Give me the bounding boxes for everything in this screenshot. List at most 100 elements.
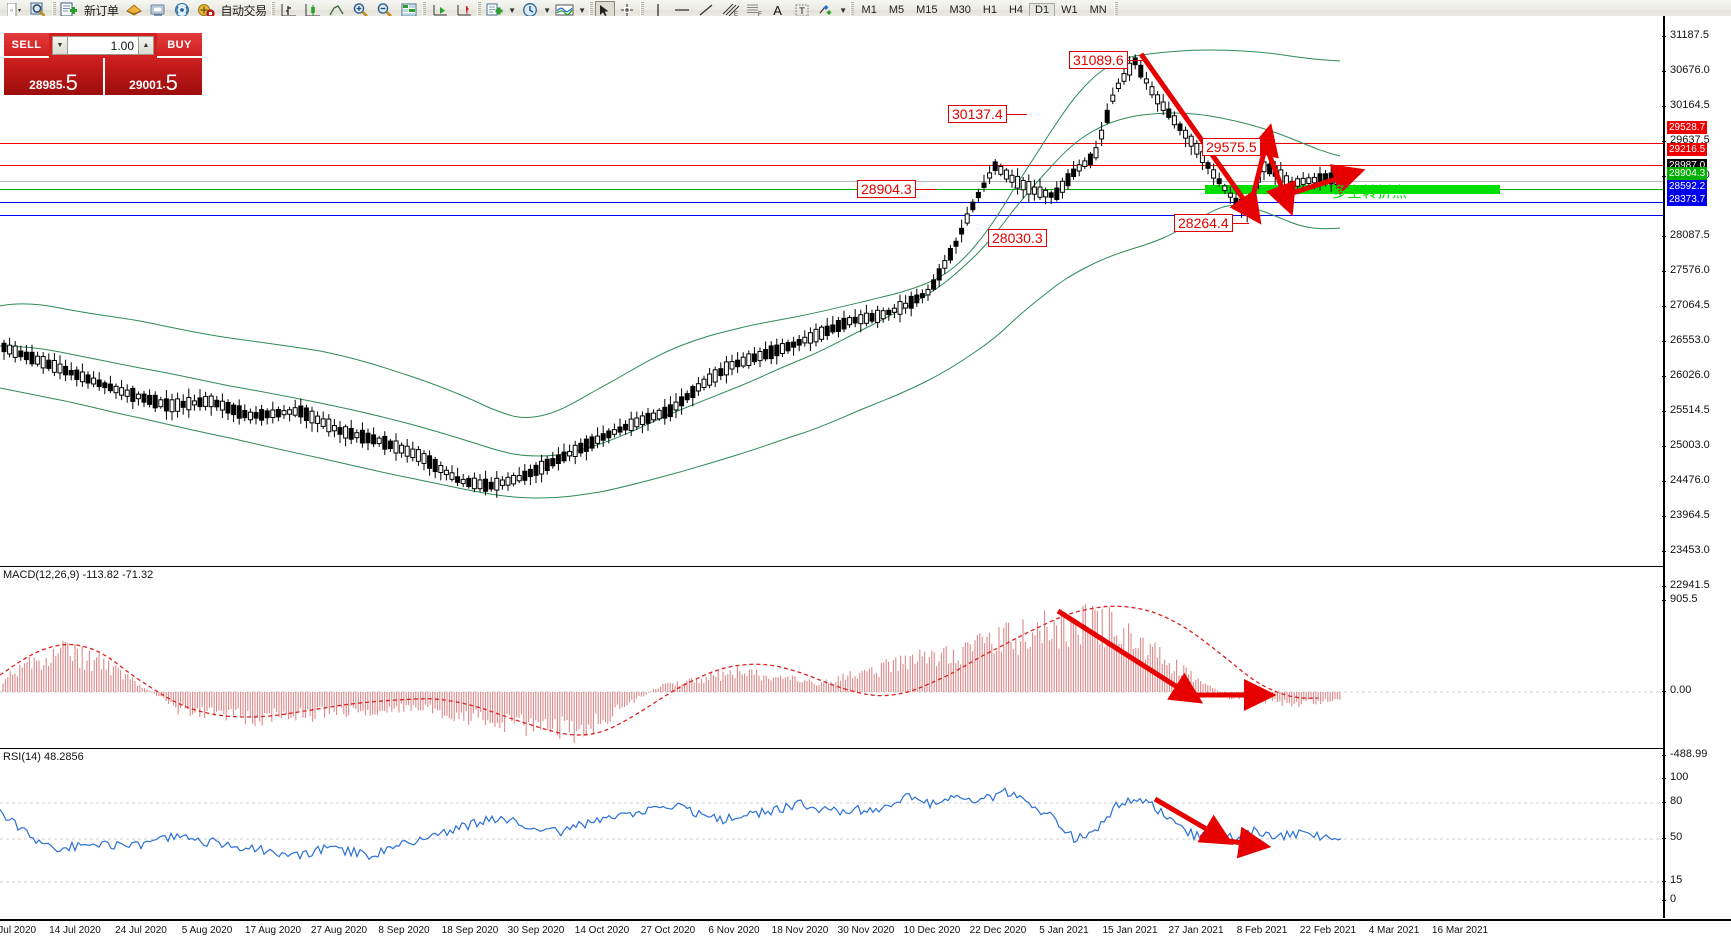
price-level-label[interactable]: 29216.5 [1667, 143, 1708, 156]
price-annotation-29575[interactable]: 29575.5 [1202, 138, 1261, 156]
date-axis-tick: 5 Jan 2021 [1039, 925, 1089, 936]
rsi-trend-arrow [1153, 796, 1272, 859]
volume-increment-icon[interactable]: ▲ [138, 36, 154, 55]
price-chart-pane[interactable]: 31089.6 30137.4 29575.5 28904.3 28030.3 … [0, 16, 1663, 546]
date-axis-tick: 27 Aug 2020 [310, 925, 368, 936]
trend-arrow-annotations [1138, 52, 1366, 225]
new-order-label[interactable]: 新订单 [84, 3, 119, 18]
buy-button[interactable]: BUY [157, 33, 202, 58]
price-annotation-28264[interactable]: 28264.4 [1174, 214, 1233, 232]
objects-caret-icon[interactable]: ▼ [839, 5, 847, 15]
data-window-icon[interactable] [397, 1, 421, 20]
date-axis-tick: 14 Oct 2020 [574, 925, 630, 936]
resistance-line-29528 [0, 143, 1663, 144]
indicators-caret-icon[interactable]: ▼ [508, 5, 516, 15]
buy-price-last-digit: 5 [165, 70, 178, 96]
one-click-trading-panel[interactable]: SELL ▼ 1.00 ▲ BUY 28985 . 5 29001 . 5 [4, 33, 202, 95]
tab-timeframe-m30[interactable]: M30 [949, 4, 971, 16]
signal-icon[interactable] [170, 1, 194, 20]
fibonacci-icon[interactable]: F [742, 1, 766, 20]
price-axis[interactable]: 31187.530676.030164.529637.529143.028087… [1662, 16, 1731, 918]
price-level-label[interactable]: 28373.7 [1667, 193, 1708, 206]
autotrading-label[interactable]: 自动交易 [220, 3, 268, 18]
date-axis-tick: 2 Jul 2020 [0, 925, 37, 936]
tab-timeframe-m5[interactable]: M5 [888, 4, 905, 16]
chart-shift-icon[interactable] [452, 1, 476, 20]
templates-icon[interactable] [553, 1, 577, 20]
tab-timeframe-m15[interactable]: M15 [916, 4, 938, 16]
indicators-icon[interactable] [483, 1, 507, 20]
volume-field-container[interactable]: ▼ 1.00 ▲ [49, 33, 157, 58]
volume-decrement-icon[interactable]: ▼ [52, 36, 68, 55]
date-axis-tick: 14 Jul 2020 [49, 925, 101, 936]
annot-leader [914, 189, 936, 190]
date-axis-tick: 22 Feb 2021 [1299, 925, 1357, 936]
date-axis-tick: 15 Jan 2021 [1102, 925, 1158, 936]
auto-scroll-icon[interactable] [428, 1, 452, 20]
price-level-label[interactable]: 28904.3 [1667, 167, 1708, 180]
tab-timeframe-w1[interactable]: W1 [1061, 4, 1078, 16]
svg-text:▫: ▫ [10, 6, 13, 15]
price-level-label[interactable]: 28592.2 [1667, 180, 1708, 193]
volume-input[interactable]: 1.00 [68, 36, 138, 55]
candlestick-series [0, 49, 1341, 499]
date-axis-tick: 17 Aug 2020 [244, 925, 302, 936]
sell-price-decimal-point: . [62, 79, 66, 91]
price-annotation-31089[interactable]: 31089.6 [1069, 51, 1128, 69]
templates-caret-icon[interactable]: ▼ [578, 5, 586, 15]
svg-text:T: T [799, 6, 805, 16]
date-axis-tick: 18 Nov 2020 [771, 925, 829, 936]
date-axis-tick: 27 Jan 2021 [1168, 925, 1224, 936]
macd-label: MACD(12,26,9) -113.82 -71.32 [3, 569, 154, 581]
date-axis-tick: 24 Jul 2020 [115, 925, 167, 936]
annot-leader [1005, 114, 1027, 115]
rsi-pane[interactable]: RSI(14) 48.2856 [0, 748, 1663, 918]
support-line-28592 [0, 202, 1663, 203]
new-order-icon[interactable] [57, 1, 81, 20]
macd-pane[interactable]: MACD(12,26,9) -113.82 -71.32 [0, 566, 1663, 744]
macd-trend-arrow [1056, 608, 1277, 711]
expert-advisor-icon[interactable] [122, 1, 146, 20]
periods-caret-icon[interactable]: ▼ [543, 5, 551, 15]
objects-icon[interactable] [814, 1, 838, 20]
horizontal-line-icon[interactable] [670, 1, 694, 20]
date-axis[interactable]: 2 Jul 2020 14 Jul 2020 24 Jul 2020 5 Aug 20… [0, 919, 1731, 940]
sell-price-display[interactable]: 28985 . 5 [4, 58, 103, 95]
support-line-28373 [0, 215, 1663, 216]
zoom-in-icon[interactable] [349, 1, 373, 20]
tab-timeframe-mn[interactable]: MN [1089, 4, 1107, 16]
sell-button[interactable]: SELL [4, 33, 49, 58]
date-axis-tick: 4 Mar 2021 [1368, 925, 1420, 936]
text-icon[interactable]: A [773, 2, 782, 18]
terminal-icon[interactable] [146, 1, 170, 20]
svg-text:E: E [734, 12, 738, 18]
price-annotation-30137[interactable]: 30137.4 [948, 105, 1007, 123]
bull-bear-turning-point-note: 多空转折点 [1332, 183, 1408, 201]
crosshair-icon[interactable] [615, 1, 639, 20]
autotrading-icon[interactable] [194, 1, 218, 20]
zoom-out-icon[interactable] [373, 1, 397, 20]
buy-price-display[interactable]: 29001 . 5 [103, 58, 202, 95]
current-price-line [0, 181, 1663, 182]
sell-price-integer: 28985 [29, 78, 63, 92]
price-level-label[interactable]: 29528.7 [1667, 121, 1708, 134]
tab-timeframe-m1[interactable]: M1 [861, 4, 877, 16]
annot-leader [1231, 223, 1249, 224]
line-chart-icon[interactable] [325, 1, 349, 20]
date-axis-tick: 27 Oct 2020 [640, 925, 696, 936]
search-icon[interactable] [26, 1, 50, 20]
svg-text:F: F [758, 12, 762, 18]
tab-timeframe-h1[interactable]: H1 [982, 4, 997, 16]
price-annotation-28904[interactable]: 28904.3 [857, 180, 916, 198]
sell-price-last-digit: 5 [65, 70, 78, 96]
text-label-icon[interactable]: T [790, 1, 814, 20]
price-annotation-28030[interactable]: 28030.3 [988, 229, 1047, 247]
tab-timeframe-h4[interactable]: H4 [1008, 4, 1024, 16]
vertical-line-icon[interactable] [646, 1, 670, 20]
date-axis-tick: 8 Feb 2021 [1236, 925, 1288, 936]
trendline-icon[interactable] [694, 1, 718, 20]
equidistant-channel-icon[interactable]: E [718, 1, 742, 20]
date-axis-tick: 16 Mar 2021 [1431, 925, 1489, 936]
tab-timeframe-d1[interactable]: D1 [1029, 3, 1056, 17]
date-axis-tick: 8 Sep 2020 [378, 925, 430, 936]
